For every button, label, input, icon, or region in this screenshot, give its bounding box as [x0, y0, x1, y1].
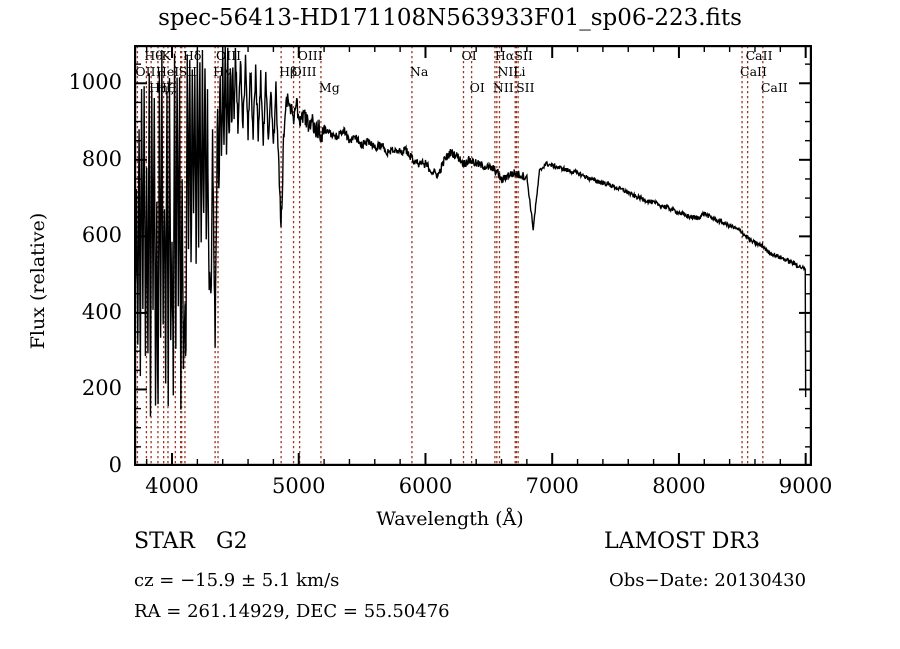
spectral-line-label: OI — [461, 48, 477, 63]
spectral-line-label: OII — [135, 64, 156, 79]
x-tick-label: 9000 — [778, 474, 833, 498]
spectral-class-label: G2 — [216, 529, 248, 554]
spectral-line-label: CaII — [760, 80, 788, 95]
spectral-line-label: Na — [409, 64, 429, 79]
spectral-line-label: Hθ — [144, 48, 163, 63]
spectral-line-label: Hα — [494, 48, 515, 63]
y-tick-label: 1000 — [68, 70, 122, 95]
survey-label: LAMOST DR3 — [604, 529, 760, 554]
spectral-line-label: H — [165, 80, 177, 95]
spectral-line-label: SII — [516, 80, 535, 95]
obs-date-value: Obs−Date: 20130430 — [609, 570, 807, 591]
y-tick-label: 200 — [81, 376, 122, 401]
spectral-line-label: CaII — [745, 48, 773, 63]
spectral-line-label: SII — [514, 48, 533, 63]
plot-area — [134, 45, 812, 466]
y-tick-label: 600 — [81, 223, 122, 248]
spectral-line-label: Hγ — [213, 64, 232, 79]
spectral-line-label: OI — [469, 80, 485, 95]
spectral-line-label: HeI — [155, 64, 180, 79]
spectrum-trace — [134, 45, 807, 422]
x-tick-label: 5000 — [272, 474, 326, 498]
y-tick-label: 400 — [81, 299, 122, 324]
spectral-line-label: Li — [513, 64, 526, 79]
y-tick-label: 800 — [81, 146, 122, 171]
spectral-line-label: OIII — [297, 48, 323, 63]
spectral-line-label: CaII — [740, 64, 767, 79]
coordinates-value: RA = 261.14929, DEC = 55.50476 — [134, 601, 450, 622]
x-tick-label: 8000 — [652, 474, 706, 498]
spectral-line-label: K — [161, 48, 171, 63]
plot-frame — [134, 45, 812, 466]
axis-ticks — [134, 45, 812, 466]
x-tick-label: 4000 — [145, 474, 199, 498]
y-axis-title: Flux (relative) — [27, 212, 49, 350]
spectral-line-label: NII — [492, 80, 514, 95]
spectral-line-label: OIII — [216, 48, 242, 63]
page-title: spec-56413-HD171108N563933F01_sp06-223.f… — [158, 5, 742, 31]
object-type-label: STAR — [134, 529, 195, 554]
spectral-line-label: Hβ — [279, 64, 298, 79]
spectral-line-label: SII — [178, 64, 198, 79]
spectral-line-label: Hη — [149, 80, 168, 95]
spectral-line-label: Hζ — [155, 80, 174, 95]
x-axis-title: Wavelength (Å) — [376, 508, 524, 530]
spectral-line-label: Mg — [318, 80, 340, 95]
y-tick-label: 0 — [108, 453, 122, 477]
spectral-line-label: Hδ — [182, 48, 202, 63]
x-tick-label: 7000 — [525, 474, 579, 498]
spectral-line-label: OIII — [291, 64, 317, 79]
spectral-line-label: NII — [497, 64, 519, 79]
spectrum-plot-svg — [134, 45, 812, 466]
x-tick-label: 6000 — [398, 474, 453, 498]
cz-value: cz = −15.9 ± 5.1 km/s — [134, 570, 340, 591]
